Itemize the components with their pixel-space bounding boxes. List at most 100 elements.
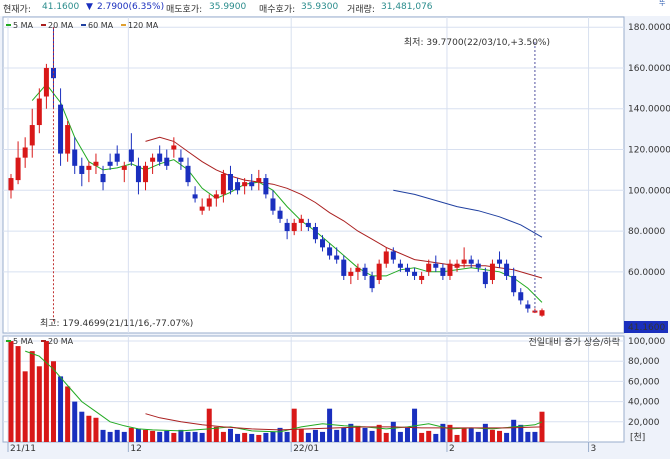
candle-body [454,263,460,268]
candle-body [185,165,191,183]
price-tick-label: 140.0000 [628,105,670,115]
volume-tick-label: 60,000 [628,377,660,387]
volume-tick-label: 40,000 [628,398,660,408]
volume-bar [511,419,517,442]
ask-value: 35.9900 [209,2,247,12]
candle [504,259,510,280]
candle [213,190,219,207]
legend-label: 5 MA [13,337,34,346]
candle [348,267,354,285]
volume-bar [298,428,304,442]
candle [86,161,92,183]
candle [518,288,524,305]
volume-bar [192,431,198,442]
candle-body [270,198,276,211]
candle-body [284,222,290,232]
candle [390,247,396,264]
candle-body [114,153,120,162]
volume-bar [334,429,340,442]
candle-body [65,125,71,154]
candle [298,214,304,232]
volume-bar [518,424,524,442]
candle-body [143,165,149,183]
price-value: 41.1600 [42,2,80,12]
candle-body [128,149,134,162]
candle [497,251,503,268]
candle [256,169,262,191]
candle [270,190,276,215]
volume-axis: 100,000 80,000 60,000 40,000 20,000 [천] [628,337,665,443]
volume-bar [426,430,432,442]
candle [227,165,233,195]
volume-bar [227,428,233,442]
candle [284,218,290,240]
candle-body [468,259,474,264]
candle-body [320,239,326,248]
volume-bar [58,376,64,442]
volume-bar [235,433,241,442]
bid-label: 매수호가: [259,5,296,15]
legend-label: 60 MA [88,21,114,30]
current-price-label: 41.1600 [628,323,665,333]
price-tick-label: 100.0000 [628,186,670,196]
ma60-line [393,189,543,238]
volume-bar [249,433,255,442]
volume-bar [482,423,488,442]
candle-body [461,259,467,264]
volume-bar [263,432,269,442]
candle [29,108,35,158]
volume-bar [22,371,28,442]
candle-body [164,157,170,166]
candle-body [242,182,248,187]
volume-bar [199,432,205,442]
candle [22,137,28,168]
candle-body [327,247,333,256]
volume-bar [114,429,120,442]
candle [305,218,311,232]
candle [539,308,545,317]
date-tick-label: 3 [591,444,597,454]
candle [93,153,99,174]
corner-icon[interactable]: 뚜 [659,0,666,7]
candle-body [43,67,49,97]
volume-value: 31,481,076 [381,2,433,12]
candle [334,247,340,264]
volume-bar [504,432,510,442]
candle-body [511,275,517,293]
candle [320,235,326,252]
candle [433,255,439,272]
volume-bar [36,366,42,442]
candle [79,157,85,187]
price-label: 현재가: [3,5,31,15]
candle-body [220,173,226,195]
volume-bar [390,421,396,442]
candle-body [539,310,545,316]
legends: 5 MA 20 MA 60 MA 120 MA 5 MA 20 MA [6,21,159,346]
volume-bar [65,386,71,442]
candle [362,263,368,280]
volume-bar [100,429,106,442]
candle-body [157,153,163,162]
candle [482,267,488,289]
candle [419,271,425,285]
candle [412,267,418,280]
volume-tick-label: 20,000 [628,418,660,428]
bid-value: 35.9300 [301,2,339,12]
volume-bar [468,427,474,442]
candle-body [178,157,184,162]
volume-bar [213,426,219,442]
candle [178,149,184,170]
candle [475,259,481,272]
volume-bar [178,429,184,442]
low-annotation: 최저: 39.7700(22/03/10,+3.50%) [404,37,550,48]
date-axis: 21/11 12 22/01 2 3 [7,442,597,454]
candle [454,259,460,272]
candle-body [277,210,283,219]
candle-body [348,271,354,276]
candle [15,141,21,185]
candle-body [397,263,403,268]
candle [220,169,226,203]
candle [164,149,170,170]
volume-bar [220,431,226,442]
